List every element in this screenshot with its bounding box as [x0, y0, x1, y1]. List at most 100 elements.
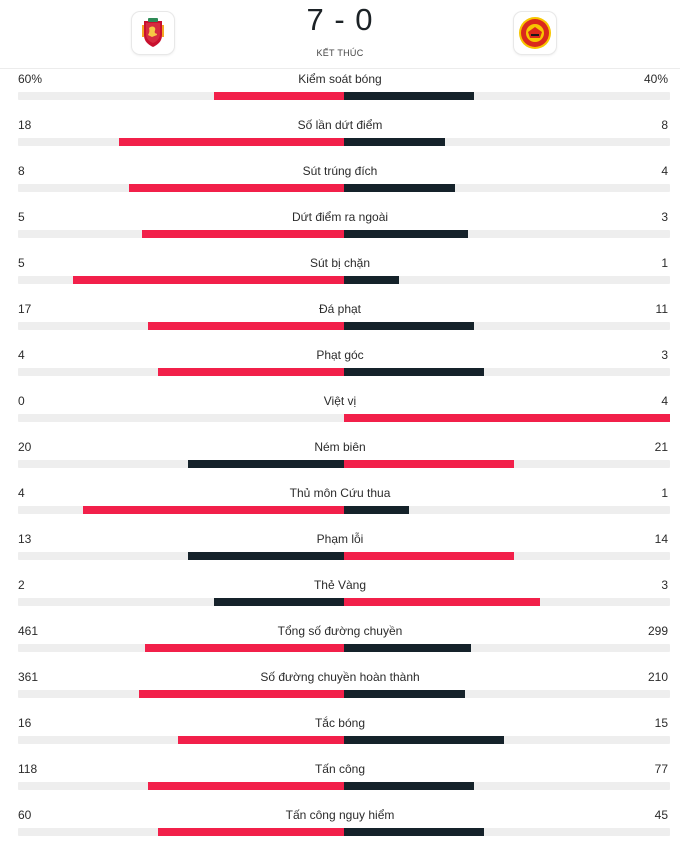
match-score: 7 - 0: [306, 2, 374, 37]
stat-track: [18, 414, 670, 422]
stat-away-bar: [344, 414, 670, 422]
stat-home-bar: [214, 598, 344, 606]
stat-row: 8 Sút trúng đích 4: [0, 161, 680, 207]
stat-home-value: 361: [18, 670, 39, 684]
stat-row: 17 Đá phạt 11: [0, 299, 680, 345]
stat-track: [18, 92, 670, 100]
stat-home-bar: [129, 184, 344, 192]
stat-home-bar: [148, 782, 344, 790]
stat-track: [18, 644, 670, 652]
stat-row: 461 Tổng số đường chuyền 299: [0, 621, 680, 667]
stat-home-value: 4: [18, 486, 25, 500]
stat-away-bar: [344, 736, 504, 744]
stat-row: 0 Việt vị 4: [0, 391, 680, 437]
stat-away-value: 11: [655, 302, 668, 316]
stat-row: 361 Số đường chuyền hoàn thành 210: [0, 667, 680, 713]
stat-home-value: 20: [18, 440, 32, 454]
match-status: KẾT THÚC: [316, 48, 364, 58]
stat-label: Ném biên: [314, 440, 366, 454]
stat-home-bar: [188, 460, 344, 468]
stat-home-bar: [188, 552, 344, 560]
stat-away-bar: [344, 690, 465, 698]
stat-away-value: 45: [654, 808, 668, 822]
header-divider: [0, 68, 680, 69]
stat-track: [18, 184, 670, 192]
stat-home-value: 118: [18, 762, 38, 776]
stats-list: 60% Kiểm soát bóng 40% 18 Số lần dứt điểm 8 8 S…: [0, 69, 680, 851]
stat-track: [18, 552, 670, 560]
stat-track: [18, 230, 670, 238]
stat-label: Sút trúng đích: [302, 164, 378, 178]
stat-away-bar: [344, 506, 409, 514]
stat-home-bar: [158, 828, 344, 836]
stat-label: Thủ môn Cứu thua: [289, 486, 391, 500]
stat-row: 16 Tắc bóng 15: [0, 713, 680, 759]
stat-away-value: 77: [654, 762, 668, 776]
stat-home-value: 4: [18, 348, 25, 362]
stat-track: [18, 368, 670, 376]
stat-home-value: 461: [18, 624, 39, 638]
stat-label: Phạt góc: [316, 348, 364, 362]
stat-label: Đá phạt: [318, 302, 362, 316]
stat-home-bar: [158, 368, 344, 376]
stat-home-value: 8: [18, 164, 25, 178]
stat-label: Số lần dứt điểm: [297, 118, 383, 132]
stat-home-bar: [145, 644, 344, 652]
stat-row: 13 Phạm lỗi 14: [0, 529, 680, 575]
stat-track: [18, 322, 670, 330]
stat-away-value: 14: [654, 532, 668, 546]
stat-away-value: 4: [661, 394, 668, 408]
stat-away-bar: [344, 368, 484, 376]
stat-away-bar: [344, 276, 399, 284]
stat-away-bar: [344, 322, 474, 330]
stat-label: Tổng số đường chuyền: [277, 624, 403, 638]
stat-away-bar: [344, 138, 445, 146]
manchester-united-crest-icon[interactable]: [514, 12, 556, 54]
stat-home-value: 18: [18, 118, 32, 132]
stat-away-value: 3: [661, 210, 668, 224]
stat-track: [18, 736, 670, 744]
stat-away-bar: [344, 598, 540, 606]
stat-row: 5 Dứt điểm ra ngoài 3: [0, 207, 680, 253]
stat-home-value: 13: [18, 532, 32, 546]
stat-label: Tấn công: [314, 762, 366, 776]
stat-label: Việt vị: [323, 394, 357, 408]
stat-home-value: 5: [18, 210, 25, 224]
stat-away-bar: [344, 782, 474, 790]
stat-home-value: 2: [18, 578, 25, 592]
stat-row: 60% Kiểm soát bóng 40%: [0, 69, 680, 115]
stat-home-value: 0: [18, 394, 25, 408]
stat-home-value: 5: [18, 256, 25, 270]
stat-away-value: 210: [647, 670, 668, 684]
stat-home-bar: [119, 138, 344, 146]
stat-track: [18, 138, 670, 146]
stat-track: [18, 598, 670, 606]
stat-home-bar: [214, 92, 344, 100]
stat-away-value: 1: [661, 256, 668, 270]
stat-home-value: 17: [18, 302, 32, 316]
stat-track: [18, 782, 670, 790]
stat-away-value: 299: [647, 624, 668, 638]
stat-home-bar: [178, 736, 344, 744]
liverpool-crest-icon[interactable]: [132, 12, 174, 54]
stat-away-value: 3: [661, 578, 668, 592]
stat-away-value: 15: [654, 716, 668, 730]
stat-label: Thẻ Vàng: [313, 578, 367, 592]
match-header: 7 - 0 KẾT THÚC: [0, 0, 680, 68]
stat-away-value: 8: [661, 118, 668, 132]
stat-row: 60 Tấn công nguy hiểm 45: [0, 805, 680, 851]
stat-row: 2 Thẻ Vàng 3: [0, 575, 680, 621]
stat-home-bar: [73, 276, 344, 284]
stat-label: Tắc bóng: [314, 716, 366, 730]
stat-away-bar: [344, 552, 514, 560]
stat-label: Dứt điểm ra ngoài: [291, 210, 389, 224]
stat-away-bar: [344, 828, 484, 836]
stat-label: Sút bị chặn: [309, 256, 371, 270]
stat-row: 20 Ném biên 21: [0, 437, 680, 483]
stat-row: 4 Phạt góc 3: [0, 345, 680, 391]
stat-away-value: 40%: [643, 72, 668, 86]
stat-home-value: 60%: [18, 72, 43, 86]
stat-track: [18, 460, 670, 468]
stat-track: [18, 506, 670, 514]
stat-track: [18, 828, 670, 836]
